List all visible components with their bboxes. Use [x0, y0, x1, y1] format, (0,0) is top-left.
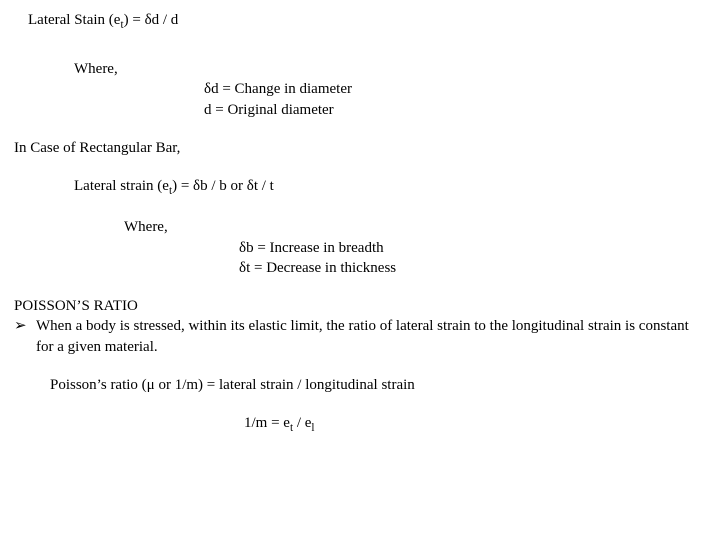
- where-label-1: Where,: [74, 59, 706, 79]
- lateral-stain-pre: Lateral Stain (e: [28, 12, 120, 28]
- lateral-stain-post: ) = δd / d: [124, 12, 179, 28]
- final-pre: 1/m = e: [244, 415, 290, 431]
- bullet-icon: ➢: [14, 316, 36, 336]
- final-formula: 1/m = et / el: [244, 413, 706, 436]
- def-delta-t: δt = Decrease in thickness: [239, 258, 706, 278]
- def-d: d = Original diameter: [204, 100, 706, 120]
- where-label-2: Where,: [124, 217, 706, 237]
- def-delta-b: δb = Increase in breadth: [239, 238, 706, 258]
- lateral-strain-post: ) = δb / b or δt / t: [172, 178, 274, 194]
- final-sub2: l: [311, 422, 314, 434]
- poisson-definition: When a body is stressed, within its elas…: [36, 316, 706, 357]
- poisson-ratio-formula: Poisson’s ratio (μ or 1/m) = lateral str…: [50, 375, 706, 395]
- def-delta-d: δd = Change in diameter: [204, 79, 706, 99]
- poisson-bullet-row: ➢ When a body is stressed, within its el…: [14, 316, 706, 357]
- lateral-strain-pre: Lateral strain (e: [74, 178, 169, 194]
- poisson-title: POISSON’S RATIO: [14, 296, 706, 316]
- rectangular-bar-heading: In Case of Rectangular Bar,: [14, 138, 706, 158]
- lateral-stain-formula: Lateral Stain (et) = δd / d: [28, 10, 706, 33]
- lateral-strain-formula: Lateral strain (et) = δb / b or δt / t: [74, 176, 706, 199]
- final-mid: / e: [293, 415, 311, 431]
